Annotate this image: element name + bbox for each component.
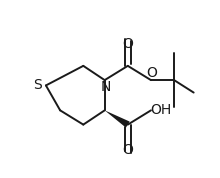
Text: O: O [122,38,133,51]
Text: O: O [146,66,157,80]
Text: O: O [122,143,133,157]
Polygon shape [105,110,130,128]
Text: OH: OH [150,103,171,117]
Text: N: N [100,80,111,94]
Text: S: S [33,78,42,92]
